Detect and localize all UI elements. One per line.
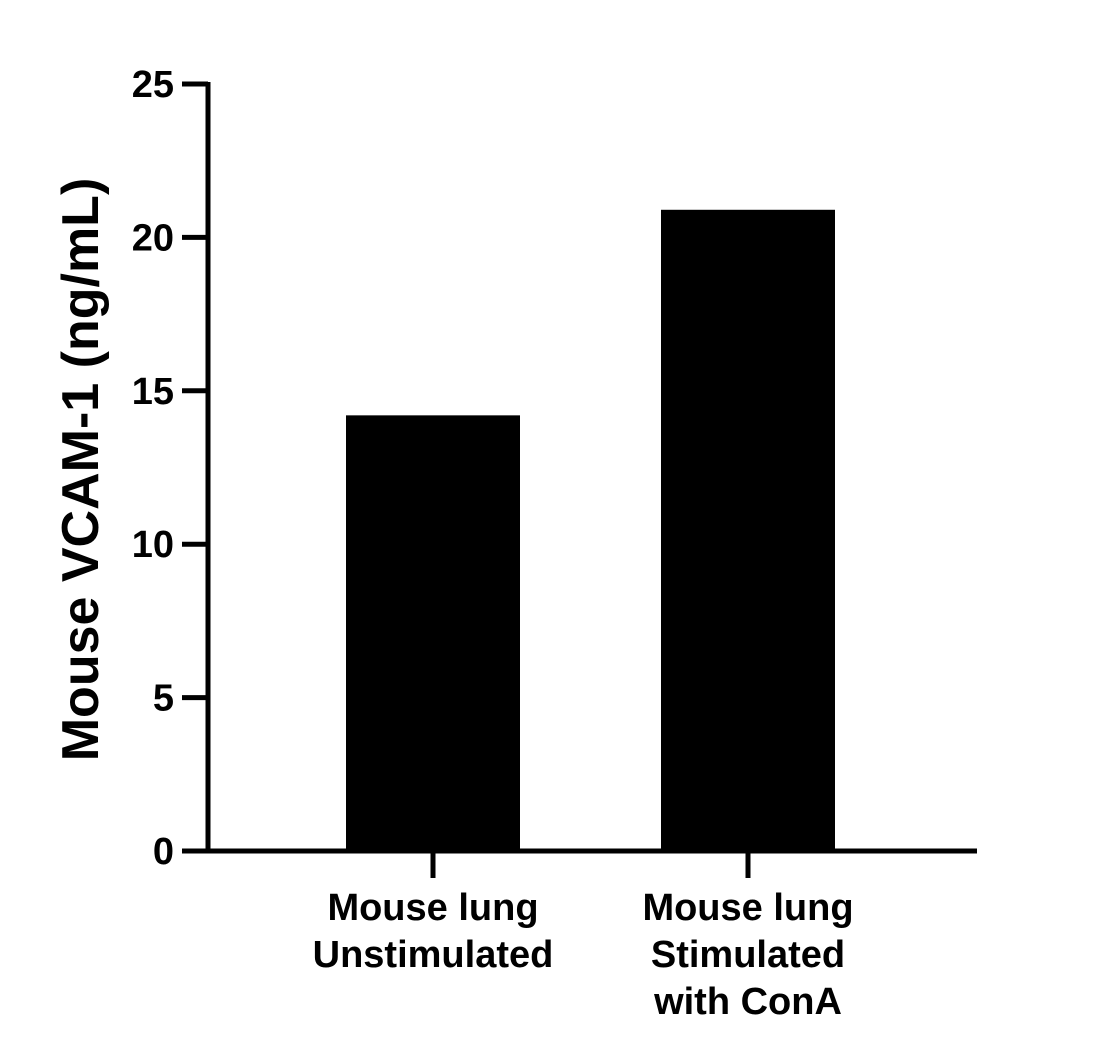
bars [346,209,835,852]
bar-2 [661,209,835,852]
y-tick-label: 5 [153,678,174,720]
x-axis-ticks: Mouse lung Unstimulated Mouse lung Stimulat… [313,851,854,1023]
x-tick-label: Mouse lung Unstimulated [313,887,554,976]
y-tick-label: 15 [132,371,174,413]
y-tick-label: 25 [132,64,174,106]
x-tick-label-line: Mouse lung [327,887,538,929]
x-tick-label-line: Mouse lung [642,887,853,929]
y-tick-label: 10 [132,524,174,566]
x-tick-label-line: Unstimulated [313,934,554,976]
x-tick-label-line: with ConA [653,981,842,1023]
bar-1 [346,415,520,851]
y-tick-label: 0 [153,831,174,873]
y-axis-ticks: 0 5 10 15 20 25 [132,64,208,873]
y-axis-title: Mouse VCAM-1 (ng/mL) [52,178,110,762]
axes [205,82,977,854]
x-tick-label: Mouse lung Stimulated with ConA [642,887,853,1023]
y-tick-label: 20 [132,217,174,259]
x-tick-label-line: Stimulated [651,934,845,976]
